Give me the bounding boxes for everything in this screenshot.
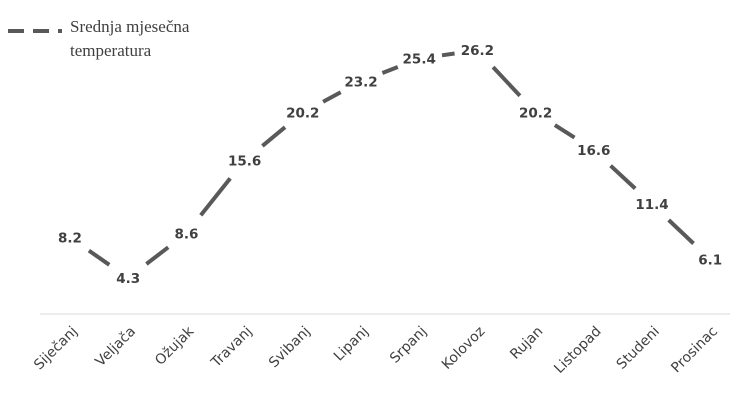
data-label: 26.2	[461, 43, 494, 59]
x-tick-label-layer: Siječanj Veljača Ožujak Travanj Svibanj Lipan…	[31, 323, 721, 377]
series-line-segment	[553, 123, 576, 140]
series-line-segment	[491, 65, 522, 98]
data-label: 16.6	[577, 143, 610, 159]
x-tick-label: Rujan	[507, 324, 546, 363]
data-label: 15.6	[228, 154, 261, 170]
data-label: 20.2	[519, 106, 552, 122]
series-line-segment	[261, 125, 287, 148]
legend-label-line-1: Srednja mjesečna	[70, 17, 190, 36]
x-tick-label: Travanj	[208, 324, 256, 372]
data-label: 8.6	[174, 226, 198, 242]
series-line-segment	[145, 245, 170, 266]
series-line-segment	[609, 164, 637, 190]
x-tick-label: Lipanj	[331, 324, 372, 365]
series-line-segment	[667, 218, 695, 245]
legend: Srednja mjesečna temperatura	[8, 17, 190, 60]
data-label: 4.3	[116, 271, 140, 287]
x-tick-label: Ožujak	[152, 323, 198, 369]
x-tick-label: Kolovoz	[439, 324, 488, 373]
series-line-segment	[199, 177, 232, 217]
x-tick-label: Svibanj	[266, 324, 314, 372]
x-tick-label: Veljača	[93, 324, 139, 370]
data-label: 23.2	[344, 74, 377, 90]
x-tick-label: Siječanj	[31, 324, 81, 374]
series-line-segment	[381, 65, 399, 75]
series-line-segment	[87, 248, 111, 267]
x-tick-label: Listopad	[551, 324, 604, 377]
data-label: 20.2	[286, 106, 319, 122]
x-tick-label: Studeni	[614, 324, 663, 373]
data-label: 8.2	[58, 230, 82, 246]
series-line-segment	[441, 51, 455, 58]
legend-label-line-2: temperatura	[70, 41, 152, 60]
series-line-segment	[322, 90, 342, 104]
data-label-layer: 8.2 4.3 8.6 15.6 20.2 23.2 25.4 26.2 20.2 16.6 11.…	[58, 43, 722, 287]
data-label: 11.4	[635, 197, 668, 213]
data-label: 25.4	[403, 52, 436, 68]
x-tick-label: Srpanj	[387, 324, 430, 367]
x-tick-label: Prosinac	[668, 324, 721, 377]
series-layer	[87, 51, 695, 267]
data-label: 6.1	[698, 252, 722, 268]
